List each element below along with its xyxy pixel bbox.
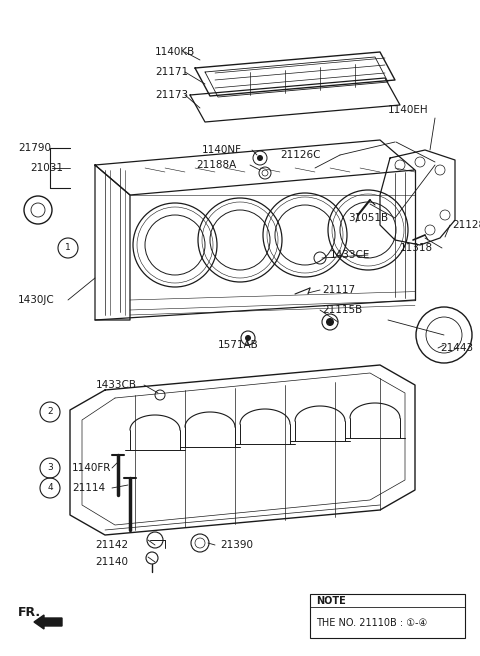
- Text: 21114: 21114: [72, 483, 105, 493]
- Text: 21126C: 21126C: [280, 150, 321, 160]
- Text: 21115B: 21115B: [322, 305, 362, 315]
- Text: FR.: FR.: [18, 605, 41, 619]
- Text: 21390: 21390: [220, 540, 253, 550]
- Text: 1433CB: 1433CB: [96, 380, 137, 390]
- Text: NOTE: NOTE: [316, 596, 346, 606]
- Text: 21140: 21140: [95, 557, 128, 567]
- Text: THE NO. 21110B : ①-④: THE NO. 21110B : ①-④: [316, 618, 427, 628]
- Text: 1: 1: [65, 243, 71, 253]
- Text: 1140KB: 1140KB: [155, 47, 195, 57]
- Text: 21117: 21117: [322, 285, 355, 295]
- Text: 11318: 11318: [400, 243, 433, 253]
- Text: 1140NF: 1140NF: [202, 145, 242, 155]
- Text: 21031: 21031: [30, 163, 63, 173]
- Text: 1430JC: 1430JC: [18, 295, 55, 305]
- Text: 21188A: 21188A: [196, 160, 236, 170]
- Text: 21790: 21790: [18, 143, 51, 153]
- Text: 21173: 21173: [155, 90, 188, 100]
- Text: 21142: 21142: [95, 540, 128, 550]
- Circle shape: [326, 318, 334, 326]
- Text: 4: 4: [47, 483, 53, 493]
- Text: 2: 2: [47, 407, 53, 417]
- Text: 1140FR: 1140FR: [72, 463, 111, 473]
- Circle shape: [257, 155, 263, 161]
- Text: 21171: 21171: [155, 67, 188, 77]
- FancyArrow shape: [34, 615, 62, 629]
- Text: 31051B: 31051B: [348, 213, 388, 223]
- Text: 1140EH: 1140EH: [388, 105, 429, 115]
- Text: 21128B: 21128B: [452, 220, 480, 230]
- Text: 1571AB: 1571AB: [218, 340, 259, 350]
- Circle shape: [245, 335, 251, 341]
- Text: 21443: 21443: [440, 343, 473, 353]
- Text: 1433CE: 1433CE: [330, 250, 371, 260]
- Bar: [310, 594, 465, 638]
- Text: 3: 3: [47, 464, 53, 472]
